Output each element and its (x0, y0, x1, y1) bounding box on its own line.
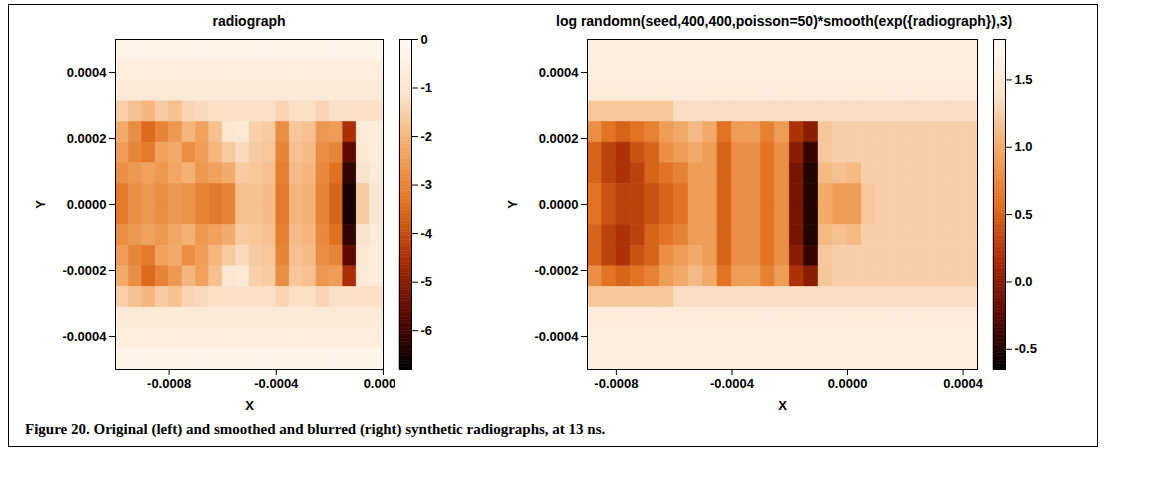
svg-text:-0.0004: -0.0004 (710, 376, 755, 391)
svg-text:-5: -5 (421, 274, 433, 289)
svg-text:-2: -2 (421, 129, 433, 144)
svg-text:-0.0002: -0.0002 (534, 263, 578, 278)
svg-text:-0.0008: -0.0008 (594, 376, 638, 391)
svg-text:-0.5: -0.5 (1015, 341, 1037, 356)
svg-text:-0.0004: -0.0004 (62, 329, 107, 344)
svg-text:-6: -6 (421, 323, 433, 338)
svg-text:1.0: 1.0 (1015, 139, 1033, 154)
svg-text:-0.0002: -0.0002 (62, 263, 106, 278)
svg-text:1.5: 1.5 (1015, 72, 1033, 87)
svg-text:-0.0004: -0.0004 (534, 329, 579, 344)
svg-text:0.0: 0.0 (1015, 274, 1033, 289)
svg-text:0.5: 0.5 (1015, 207, 1033, 222)
html-text:Figure 20. Original (left) and: Figure 20. Original (left) and smoothed … (25, 421, 606, 437)
svg-text:0.0002: 0.0002 (539, 131, 579, 146)
html-text:log randomn(seed,400,400,poiss: log randomn(seed,400,400,poisson=50)*smo… (556, 13, 1013, 29)
svg-text:Y: Y (33, 200, 48, 209)
svg-text:-0.0008: -0.0008 (147, 376, 191, 391)
svg-text:0.0004: 0.0004 (943, 376, 984, 391)
svg-text:0.0000: 0.0000 (539, 197, 579, 212)
svg-text:0.0004: 0.0004 (539, 65, 580, 80)
svg-text:Y: Y (505, 200, 520, 209)
html-text:radiograph: radiograph (212, 13, 286, 29)
svg-text:X: X (245, 398, 254, 413)
svg-text:X: X (778, 398, 787, 413)
svg-text:-4: -4 (421, 226, 433, 241)
svg-text:0.0000: 0.0000 (828, 376, 868, 391)
svg-text:0.0004: 0.0004 (67, 65, 108, 80)
svg-text:0.0000: 0.0000 (67, 197, 107, 212)
svg-text:-1: -1 (421, 80, 433, 95)
svg-text:0.0000: 0.0000 (363, 375, 404, 391)
svg-text:0: 0 (421, 32, 428, 47)
svg-text:-0.0004: -0.0004 (254, 376, 299, 391)
svg-text:0.0002: 0.0002 (67, 131, 107, 146)
svg-text:-3: -3 (421, 177, 433, 192)
